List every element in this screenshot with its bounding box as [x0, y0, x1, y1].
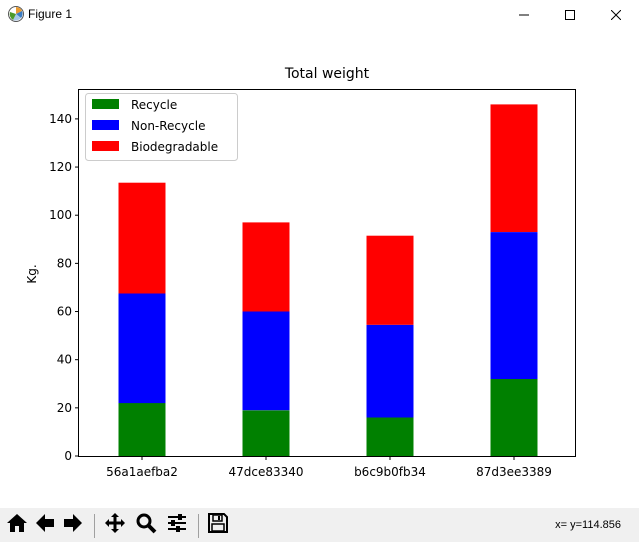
bar-biodegradable-47dce83340 [242, 222, 290, 312]
cursor-coordinates: x= y=114.856 [555, 519, 621, 531]
forward-button[interactable] [60, 512, 86, 538]
y-tick-label: 80 [57, 256, 72, 270]
bar-recycle-56a1aefba2 [118, 403, 166, 456]
arrow-left-icon [34, 512, 56, 538]
floppy-disk-icon [207, 512, 229, 538]
configure-subplots-button[interactable] [164, 512, 190, 538]
legend-swatch [92, 99, 119, 109]
arrow-right-icon [62, 512, 84, 538]
toolbar-separator [198, 514, 199, 538]
window-titlebar: Figure 1 [0, 0, 639, 30]
x-tick-label: 87d3ee3389 [476, 465, 552, 479]
home-icon [6, 512, 28, 538]
y-tick-label: 120 [49, 160, 72, 174]
chart-svg: Total weight 0 20 40 60 80 100 120 140 56a1aefb… [25, 66, 576, 479]
legend-label: Biodegradable [131, 140, 218, 154]
y-axis-label: Kg. [25, 264, 39, 283]
y-axis-ticks: 0 20 40 60 80 100 120 140 [49, 112, 79, 463]
y-tick-label: 140 [49, 112, 72, 126]
back-button[interactable] [32, 512, 58, 538]
bar-non-recycle-87d3ee3389 [490, 232, 538, 379]
y-tick-label: 0 [64, 449, 72, 463]
plot-frame [78, 89, 576, 457]
chart-title: Total weight [284, 66, 370, 82]
zoom-button[interactable] [133, 512, 159, 538]
x-tick-label: 56a1aefba2 [106, 465, 178, 479]
legend-swatch [92, 120, 119, 130]
navigation-toolbar: x= y=114.856 [0, 508, 639, 542]
minimize-button[interactable] [501, 0, 547, 30]
close-icon [611, 10, 621, 20]
y-tick-label: 20 [57, 401, 72, 415]
bar-recycle-47dce83340 [242, 410, 290, 457]
y-tick-label: 60 [57, 305, 72, 319]
bar-biodegradable-b6c9b0fb34 [366, 235, 414, 325]
minimize-icon [519, 10, 529, 20]
home-button[interactable] [4, 512, 30, 538]
save-button[interactable] [205, 512, 231, 538]
move-icon [104, 512, 126, 538]
pan-button[interactable] [102, 512, 128, 538]
legend-label: Non-Recycle [131, 119, 205, 133]
bar-recycle-87d3ee3389 [490, 378, 538, 456]
legend-label: Recycle [131, 98, 177, 112]
bar-non-recycle-47dce83340 [242, 311, 290, 411]
bar-recycle-b6c9b0fb34 [366, 417, 414, 456]
y-tick-label: 100 [49, 208, 72, 222]
bar-non-recycle-56a1aefba2 [118, 293, 166, 404]
x-tick-label: 47dce83340 [228, 465, 303, 479]
toolbar-separator [94, 514, 95, 538]
x-tick-label: b6c9b0fb34 [354, 465, 426, 479]
maximize-button[interactable] [547, 0, 593, 30]
sliders-icon [166, 512, 188, 538]
bar-biodegradable-87d3ee3389 [490, 104, 538, 232]
legend-swatch [92, 141, 119, 151]
bar-biodegradable-56a1aefba2 [118, 182, 166, 294]
bars-group [118, 104, 538, 457]
legend: Recycle Non-Recycle Biodegradable [85, 93, 238, 161]
matplotlib-logo-icon [7, 5, 25, 23]
figure-canvas[interactable]: Total weight 0 20 40 60 80 100 120 140 56a1aefb… [0, 30, 639, 508]
legend-frame [85, 93, 238, 161]
x-axis-ticks: 56a1aefba2 47dce83340 b6c9b0fb34 87d3ee3389 [106, 456, 552, 479]
y-tick-label: 40 [57, 353, 72, 367]
close-button[interactable] [593, 0, 639, 30]
maximize-icon [565, 10, 575, 20]
bar-non-recycle-b6c9b0fb34 [366, 324, 414, 418]
window-title: Figure 1 [28, 7, 73, 21]
magnifier-icon [135, 512, 157, 538]
